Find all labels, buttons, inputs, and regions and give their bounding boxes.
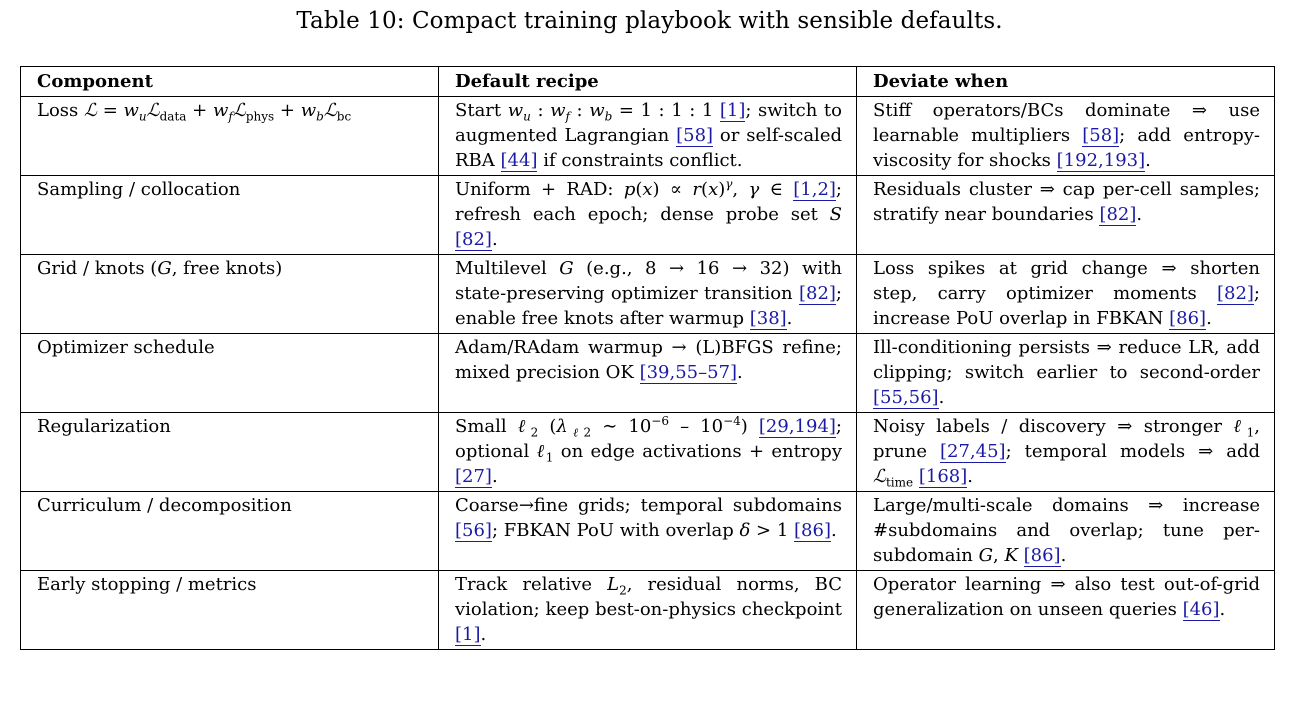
component-cell: Regularization xyxy=(20,412,439,492)
header-default-recipe: Default recipe xyxy=(438,66,857,97)
citation-link[interactable]: [55,56] xyxy=(873,387,939,409)
component-cell: Optimizer schedule xyxy=(20,333,439,413)
component-cell: Early stopping / metrics xyxy=(20,570,439,650)
deviate-cell: Ill-conditioning persists ⇒ reduce LR, a… xyxy=(856,333,1275,413)
recipe-cell: Coarse→fine grids; temporal subdomains [… xyxy=(438,491,857,571)
deviate-cell: Noisy labels / discovery ⇒ stronger ℓ1, … xyxy=(856,412,1275,492)
deviate-cell: Stiff operators/BCs dominate ⇒ use learn… xyxy=(856,96,1275,176)
citation-link[interactable]: [1,2] xyxy=(793,179,836,201)
deviate-cell: Residuals cluster ⇒ cap per-cell samples… xyxy=(856,175,1275,255)
citation-link[interactable]: [1] xyxy=(455,624,481,646)
table-row: Optimizer schedule Adam/RAdam warmup → (… xyxy=(20,333,1275,413)
recipe-cell: Track relative L2, residual norms, BC vi… xyxy=(438,570,857,650)
citation-link[interactable]: [58] xyxy=(676,125,714,147)
citation-link[interactable]: [82] xyxy=(1099,204,1137,226)
recipe-cell: Uniform + RAD: p(x) ∝ r(x)γ, γ ∈ [1,2]; … xyxy=(438,175,857,255)
recipe-cell: Small ℓ2 (λℓ2 ∼ 10−6 – 10−4) [29,194]; o… xyxy=(438,412,857,492)
recipe-cell: Start wu : wf : wb = 1 : 1 : 1 [1]; swit… xyxy=(438,96,857,176)
header-deviate-when: Deviate when xyxy=(856,66,1275,97)
table-row: Curriculum / decomposition Coarse→fine g… xyxy=(20,491,1275,571)
deviate-cell: Loss spikes at grid change ⇒ shorten ste… xyxy=(856,254,1275,334)
citation-link[interactable]: [46] xyxy=(1182,599,1220,621)
component-cell: Grid / knots (G, free knots) xyxy=(20,254,439,334)
citation-link[interactable]: [192,193] xyxy=(1056,150,1146,172)
citation-link[interactable]: [82] xyxy=(455,229,492,251)
table-row: Loss ℒ = wuℒdata + wfℒphys + wbℒbc Start… xyxy=(20,96,1275,176)
recipe-cell: Adam/RAdam warmup → (L)BFGS refine; mixe… xyxy=(438,333,857,413)
playbook-table: Component Default recipe Deviate when Lo… xyxy=(20,66,1275,650)
deviate-cell: Operator learning ⇒ also test out-of-gri… xyxy=(856,570,1275,650)
header-component: Component xyxy=(20,66,439,97)
citation-link[interactable]: [56] xyxy=(455,520,492,542)
citation-link[interactable]: [1] xyxy=(719,100,746,122)
citation-link[interactable]: [86] xyxy=(794,520,831,542)
citation-link[interactable]: [44] xyxy=(500,150,538,172)
citation-link[interactable]: [86] xyxy=(1023,545,1061,567)
component-cell: Curriculum / decomposition xyxy=(20,491,439,571)
table-row: Early stopping / metrics Track relative … xyxy=(20,570,1275,650)
table-row: Sampling / collocation Uniform + RAD: p(… xyxy=(20,175,1275,255)
component-cell: Loss ℒ = wuℒdata + wfℒphys + wbℒbc xyxy=(20,96,439,176)
table-row: Grid / knots (G, free knots) Multilevel … xyxy=(20,254,1275,334)
table-row: Regularization Small ℓ2 (λℓ2 ∼ 10−6 – 10… xyxy=(20,412,1275,492)
citation-link[interactable]: [82] xyxy=(798,283,836,305)
recipe-cell: Multilevel G (e.g., 8 → 16 → 32) with st… xyxy=(438,254,857,334)
component-cell: Sampling / collocation xyxy=(20,175,439,255)
citation-link[interactable]: [58] xyxy=(1082,125,1120,147)
citation-link[interactable]: [38] xyxy=(749,308,787,330)
citation-link[interactable]: [27,45] xyxy=(939,441,1006,463)
table-caption: Table 10: Compact training playbook with… xyxy=(296,8,1003,34)
citation-link[interactable]: [39,55–57] xyxy=(639,362,738,384)
citation-link[interactable]: [29,194] xyxy=(758,416,836,438)
citation-link[interactable]: [86] xyxy=(1169,308,1207,330)
deviate-cell: Large/multi-scale domains ⇒ increase #su… xyxy=(856,491,1275,571)
citation-link[interactable]: [82] xyxy=(1216,283,1254,305)
citation-link[interactable]: [27] xyxy=(455,466,492,488)
header-row: Component Default recipe Deviate when xyxy=(20,66,1275,97)
citation-link[interactable]: [168] xyxy=(918,466,968,488)
